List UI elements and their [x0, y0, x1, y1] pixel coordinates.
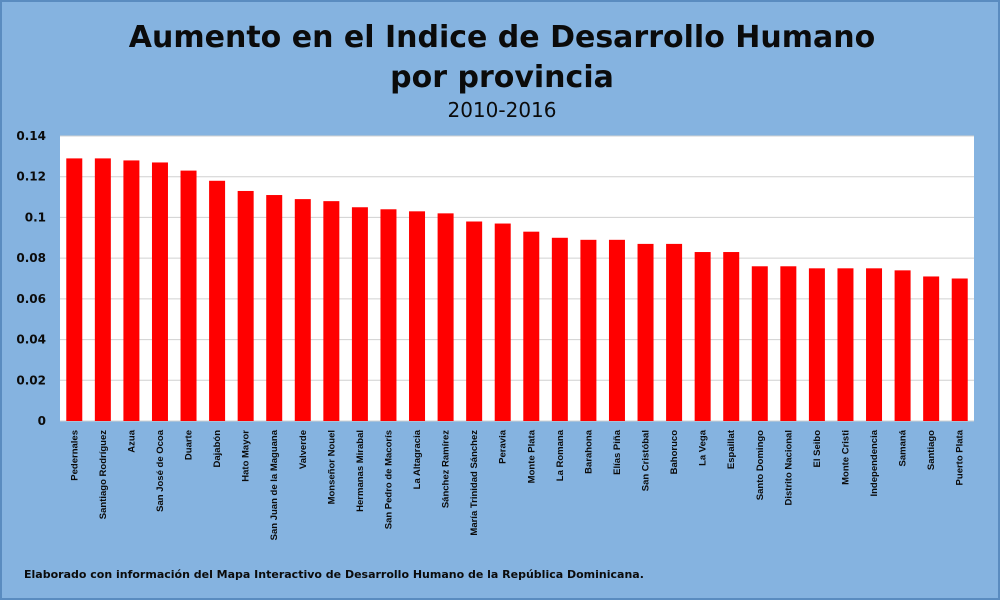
x-tick-label: San Pedro de Macorís: [383, 430, 394, 529]
x-tick-label: Azua: [126, 429, 137, 452]
x-tick-label: Hato Mayor: [241, 430, 252, 482]
bar: [608, 239, 625, 421]
x-tick-label: Santiago Rodríguez: [98, 430, 109, 519]
x-tick-label: Santiago: [926, 430, 937, 470]
bar: [523, 231, 540, 421]
x-tick-label: Espaillat: [726, 429, 737, 469]
bar: [951, 278, 968, 421]
x-tick-label: Bahoruco: [669, 430, 680, 475]
x-tick-label: Monseñor Nouel: [326, 430, 337, 504]
bar: [894, 270, 911, 421]
y-tick-label: 0.14: [16, 129, 46, 143]
chart-title: Aumento en el Indice de Desarrollo Human…: [128, 20, 876, 55]
bar: [866, 268, 883, 421]
x-tick-label: La Altagracia: [412, 429, 423, 489]
bar: [380, 209, 397, 421]
y-tick-label: 0.02: [16, 373, 46, 387]
plot-area: [60, 136, 974, 421]
bar: [808, 268, 825, 421]
x-tick-label: Santo Domingo: [755, 430, 766, 500]
x-tick-label: La Vega: [698, 429, 709, 466]
bar: [180, 170, 197, 421]
bar: [551, 237, 568, 421]
y-tick-label: 0.12: [16, 170, 46, 184]
x-tick-label: Valverde: [298, 430, 309, 469]
bar: [123, 160, 140, 421]
x-axis-labels: Pedernales Santiago Rodríguez Azua San José…: [69, 429, 965, 540]
x-tick-label: Distrito Nacional: [783, 430, 794, 506]
x-tick-label: Puerto Plata: [955, 429, 966, 485]
chart-title-line2: por provincia: [390, 60, 614, 95]
bar: [466, 221, 483, 421]
x-tick-label: Dajabón: [212, 430, 223, 468]
bar: [694, 252, 711, 421]
x-tick-label: La Romana: [555, 429, 566, 481]
y-tick-label: 0.08: [16, 251, 46, 265]
x-tick-label: Monte Plata: [526, 429, 537, 483]
bar: [151, 162, 168, 421]
x-tick-label: San Cristóbal: [641, 430, 652, 491]
bar: [637, 243, 654, 421]
bar: [94, 158, 111, 421]
bar: [837, 268, 854, 421]
bar: [666, 243, 683, 421]
x-tick-label: El Seibo: [812, 430, 823, 468]
y-tick-label: 0: [38, 414, 46, 428]
bar: [351, 207, 368, 421]
bar: [266, 195, 283, 421]
y-tick-label: 0.06: [16, 292, 46, 306]
x-tick-label: Samaná: [898, 429, 909, 466]
source-footnote: Elaborado con información del Mapa Inter…: [24, 568, 644, 581]
x-tick-label: Duarte: [184, 430, 195, 460]
x-tick-label: Sánchez Ramírez: [441, 430, 452, 508]
y-tick-label: 0.04: [16, 333, 46, 347]
y-tick-label: 0.1: [25, 210, 46, 224]
bar: [409, 211, 426, 421]
bar: [437, 213, 454, 421]
bar: [66, 158, 83, 421]
x-tick-label: San Juan de la Maguana: [269, 429, 280, 540]
x-tick-label: San José de Ocoa: [155, 429, 166, 512]
x-tick-label: Elías Piña: [612, 429, 623, 475]
x-tick-label: Independencia: [869, 429, 880, 496]
x-tick-label: Hermanas Mirabal: [355, 430, 366, 512]
x-tick-label: María Trinidad Sánchez: [469, 430, 480, 536]
bars: [66, 158, 968, 421]
x-tick-label: Barahona: [583, 429, 594, 474]
bar: [294, 199, 311, 421]
x-tick-label: Peravia: [498, 429, 509, 464]
bar: [723, 252, 740, 421]
x-tick-label: Pedernales: [69, 430, 80, 481]
chart-subtitle: 2010-2016: [447, 98, 557, 122]
bar: [580, 239, 597, 421]
y-axis-ticks: 0 0.02 0.04 0.06 0.08 0.1 0.12 0.14: [16, 129, 46, 428]
bar: [323, 201, 340, 421]
bar: [923, 276, 940, 421]
bar: [209, 180, 226, 421]
bar: [494, 223, 511, 421]
x-tick-label: Monte Cristi: [840, 430, 851, 485]
bar: [751, 266, 768, 421]
bar: [780, 266, 797, 421]
bar: [237, 190, 254, 421]
